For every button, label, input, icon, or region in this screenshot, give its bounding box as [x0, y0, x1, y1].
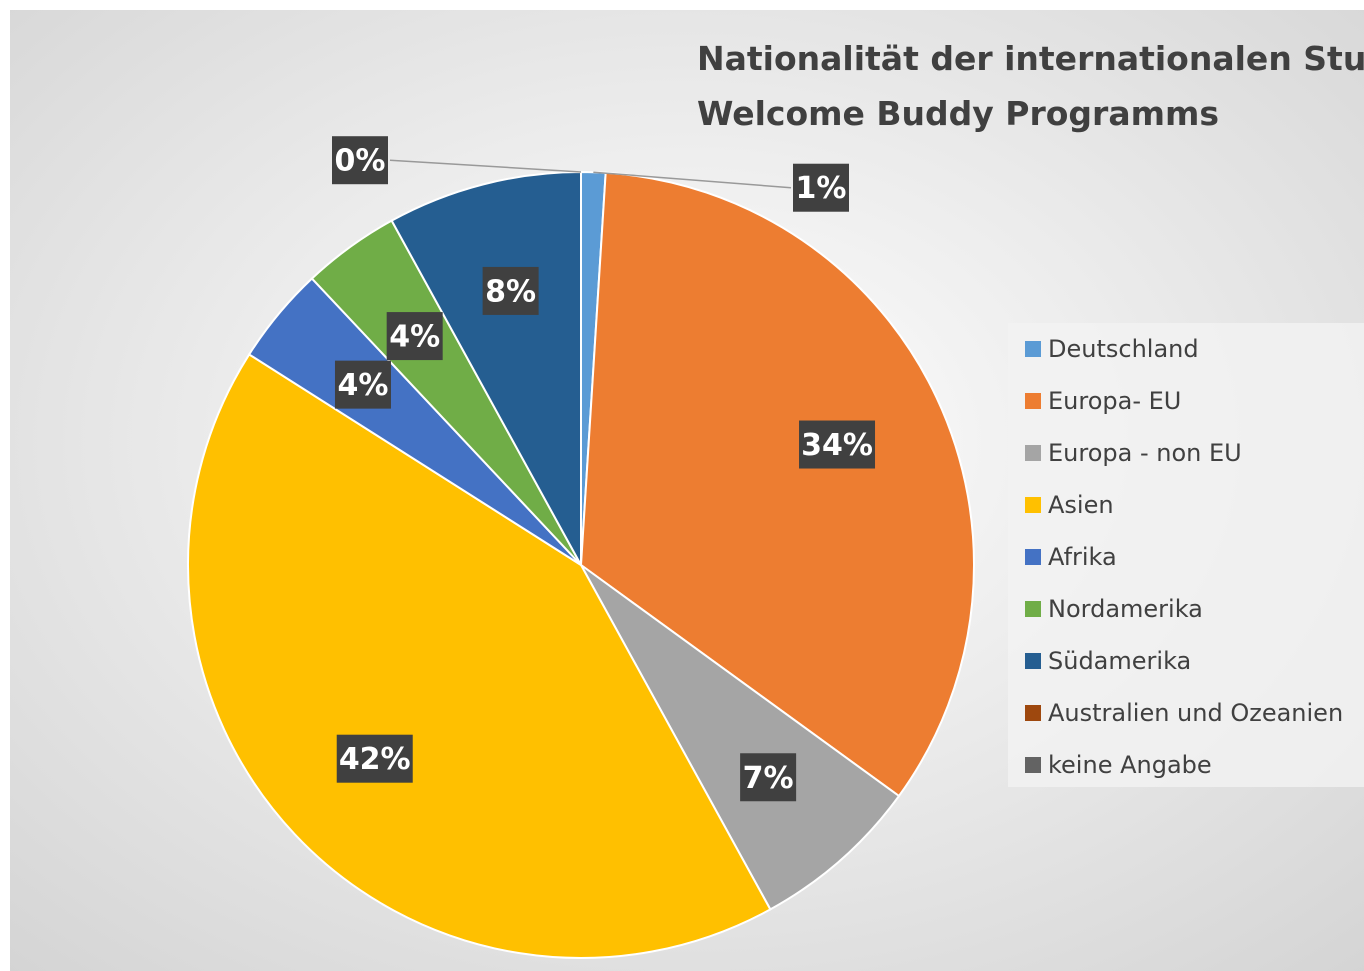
data-label: 4% — [338, 368, 389, 403]
data-label-box — [386, 312, 443, 361]
data-label: 4% — [389, 320, 440, 355]
legend-swatch — [1025, 757, 1041, 773]
leader-line — [593, 171, 792, 189]
pie-slice — [580, 564, 901, 911]
data-label-box — [336, 734, 413, 783]
legend-swatch — [1025, 601, 1041, 617]
data-label-box — [793, 163, 849, 212]
data-label: 42% — [339, 742, 411, 777]
legend-label: Nordamerika — [1048, 595, 1203, 623]
data-label-box — [740, 753, 797, 802]
legend-label: Südamerika — [1048, 647, 1191, 675]
legend-label: keine Angabe — [1048, 751, 1212, 779]
legend-label: Europa- EU — [1048, 387, 1181, 415]
legend-swatch — [1025, 549, 1041, 565]
legend-swatch — [1025, 445, 1041, 461]
legend-label: Deutschland — [1048, 335, 1199, 363]
legend-label: Asien — [1048, 491, 1114, 519]
legend-swatch — [1025, 653, 1041, 669]
legend-label: Australien und Ozeanien — [1048, 699, 1343, 727]
legend-label: Europa - non EU — [1048, 439, 1242, 467]
legend-swatch — [1025, 705, 1041, 721]
data-label-box — [482, 266, 539, 315]
data-label: 34% — [801, 428, 873, 463]
legend-swatch — [1025, 393, 1041, 409]
legend-label: Afrika — [1048, 543, 1117, 571]
chart-title: Nationalität der internationalen Studier… — [697, 39, 1364, 133]
legend-swatch — [1025, 497, 1041, 513]
legend-swatch — [1025, 341, 1041, 357]
leader-line — [389, 159, 582, 173]
data-label: 0% — [335, 144, 386, 179]
data-label: 1% — [796, 171, 847, 206]
data-label-box — [799, 420, 876, 469]
data-label: 8% — [485, 274, 536, 309]
pie-slice — [579, 171, 976, 798]
pie-slice — [187, 353, 772, 960]
legend-box — [1008, 323, 1364, 787]
data-label-box — [332, 136, 388, 185]
data-label: 7% — [743, 761, 794, 796]
data-label-box — [334, 360, 391, 409]
